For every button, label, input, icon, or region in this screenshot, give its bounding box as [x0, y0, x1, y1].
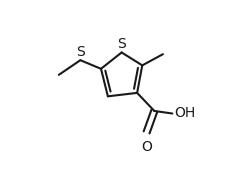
Text: O: O — [141, 140, 152, 154]
Text: S: S — [76, 45, 85, 60]
Text: S: S — [117, 37, 126, 51]
Text: OH: OH — [174, 106, 195, 120]
